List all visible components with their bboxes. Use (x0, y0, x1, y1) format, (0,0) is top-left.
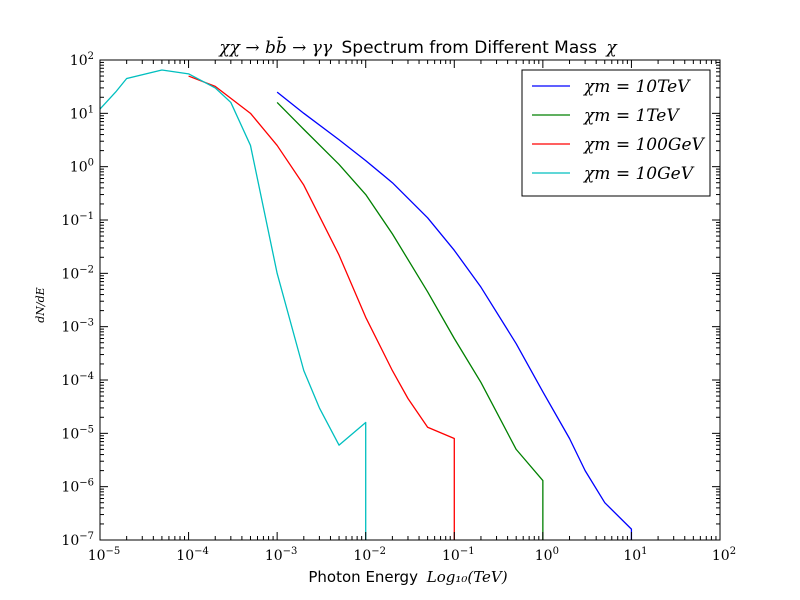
y-tick-label: 100 (70, 158, 94, 176)
series-layer (99, 69, 633, 540)
chart-title: χχ → bb̄ → γγ Spectrum from Different Ma… (218, 35, 618, 58)
x-tick-label: 101 (623, 546, 647, 564)
plot-area-frame (99, 59, 721, 541)
legend-box (521, 69, 711, 197)
y-tick-label: 101 (70, 104, 94, 122)
y-tick-label: 10−4 (61, 371, 94, 389)
chart-title-text: Spectrum from Different Mass (342, 38, 598, 58)
x-tick-label: 100 (535, 546, 559, 564)
y-tick-label: 10−5 (61, 424, 94, 442)
legend: χm = 10TeV χm = 1TeV χm = 100GeV χm = 10GeV (521, 69, 711, 197)
x-axis-label-text: Photon Energy (308, 568, 418, 586)
x-tick-label: 10−4 (176, 546, 209, 564)
y-tick-label: 10−1 (61, 211, 94, 229)
legend-label-3: χm = 100GeV (583, 135, 706, 155)
x-tick-label: 102 (712, 546, 736, 564)
series-line-2 (276, 101, 544, 540)
axis-ticks: 10−5 10−4 10−3 10−2 10−1 100 101 102 10−7 10−6 10−… (61, 51, 736, 564)
legend-label-4: χm = 10GeV (583, 164, 695, 184)
x-tick-label: 10−1 (442, 546, 475, 564)
series-line-3 (188, 75, 455, 540)
y-tick-label: 10−7 (61, 531, 94, 549)
x-axis-label-math: Log₁₀(TeV) (426, 568, 508, 586)
chart-title-math-suffix: χ (605, 38, 618, 58)
x-tick-label: 10−2 (353, 546, 386, 564)
legend-label-1: χm = 10TeV (583, 77, 691, 97)
y-tick-label: 10−6 (61, 478, 94, 496)
x-tick-label: 10−5 (88, 546, 121, 564)
series-line-4 (99, 69, 367, 540)
y-tick-label: 102 (70, 51, 94, 69)
x-axis-label: Photon Energy Log₁₀(TeV) (308, 568, 507, 586)
series-line-1 (276, 91, 633, 540)
chart-title-math-prefix: χχ → bb̄ → γγ (218, 35, 333, 58)
y-axis-label: dN/dE (34, 287, 47, 322)
x-tick-label: 10−3 (265, 546, 298, 564)
legend-label-2: χm = 1TeV (583, 106, 680, 126)
y-tick-label: 10−2 (61, 264, 94, 282)
y-tick-label: 10−3 (61, 318, 94, 336)
